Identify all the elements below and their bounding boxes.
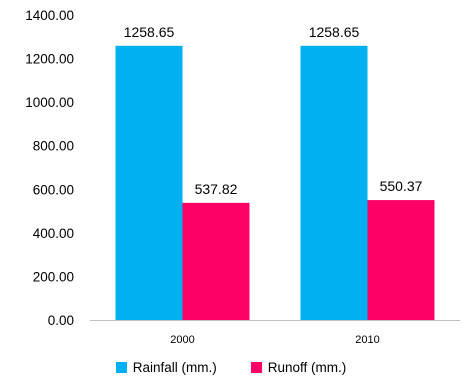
bar-rainfall-2000 <box>115 45 183 321</box>
data-label: 550.37 <box>380 178 423 194</box>
legend: Rainfall (mm.) Runoff (mm.) <box>0 360 462 375</box>
legend-swatch-rainfall <box>115 362 127 373</box>
y-tick-label: 400.00 <box>33 226 74 241</box>
legend-swatch-runoff <box>250 362 262 373</box>
legend-label-rainfall: Rainfall (mm.) <box>132 360 217 375</box>
y-axis: 0.00 200.00 400.00 600.00 800.00 1000.00 1200.… <box>25 8 74 328</box>
y-tick-label: 0.00 <box>48 313 74 328</box>
x-axis: 2000 2010 <box>90 320 460 346</box>
data-label: 1258.65 <box>124 24 175 40</box>
y-tick-label: 200.00 <box>33 269 74 284</box>
legend-item-runoff: Runoff (mm.) <box>250 360 347 375</box>
y-tick-label: 1200.00 <box>25 52 74 67</box>
x-tick-label: 2000 <box>170 334 194 346</box>
y-tick-label: 600.00 <box>33 182 74 197</box>
y-tick-label: 800.00 <box>33 139 74 154</box>
legend-label-runoff: Runoff (mm.) <box>267 360 347 375</box>
data-label: 537.82 <box>195 181 238 197</box>
y-tick-label: 1000.00 <box>25 95 74 110</box>
x-tick-label: 2010 <box>355 334 379 346</box>
bar-runoff-2010 <box>367 200 435 320</box>
y-tick-label: 1400.00 <box>25 8 74 23</box>
data-labels: 1258.65 537.82 1258.65 550.37 <box>124 24 423 197</box>
bars <box>115 45 435 321</box>
bar-runoff-2000 <box>182 202 250 320</box>
data-label: 1258.65 <box>309 24 360 40</box>
legend-item-rainfall: Rainfall (mm.) <box>115 360 217 375</box>
bar-rainfall-2010 <box>300 45 368 321</box>
